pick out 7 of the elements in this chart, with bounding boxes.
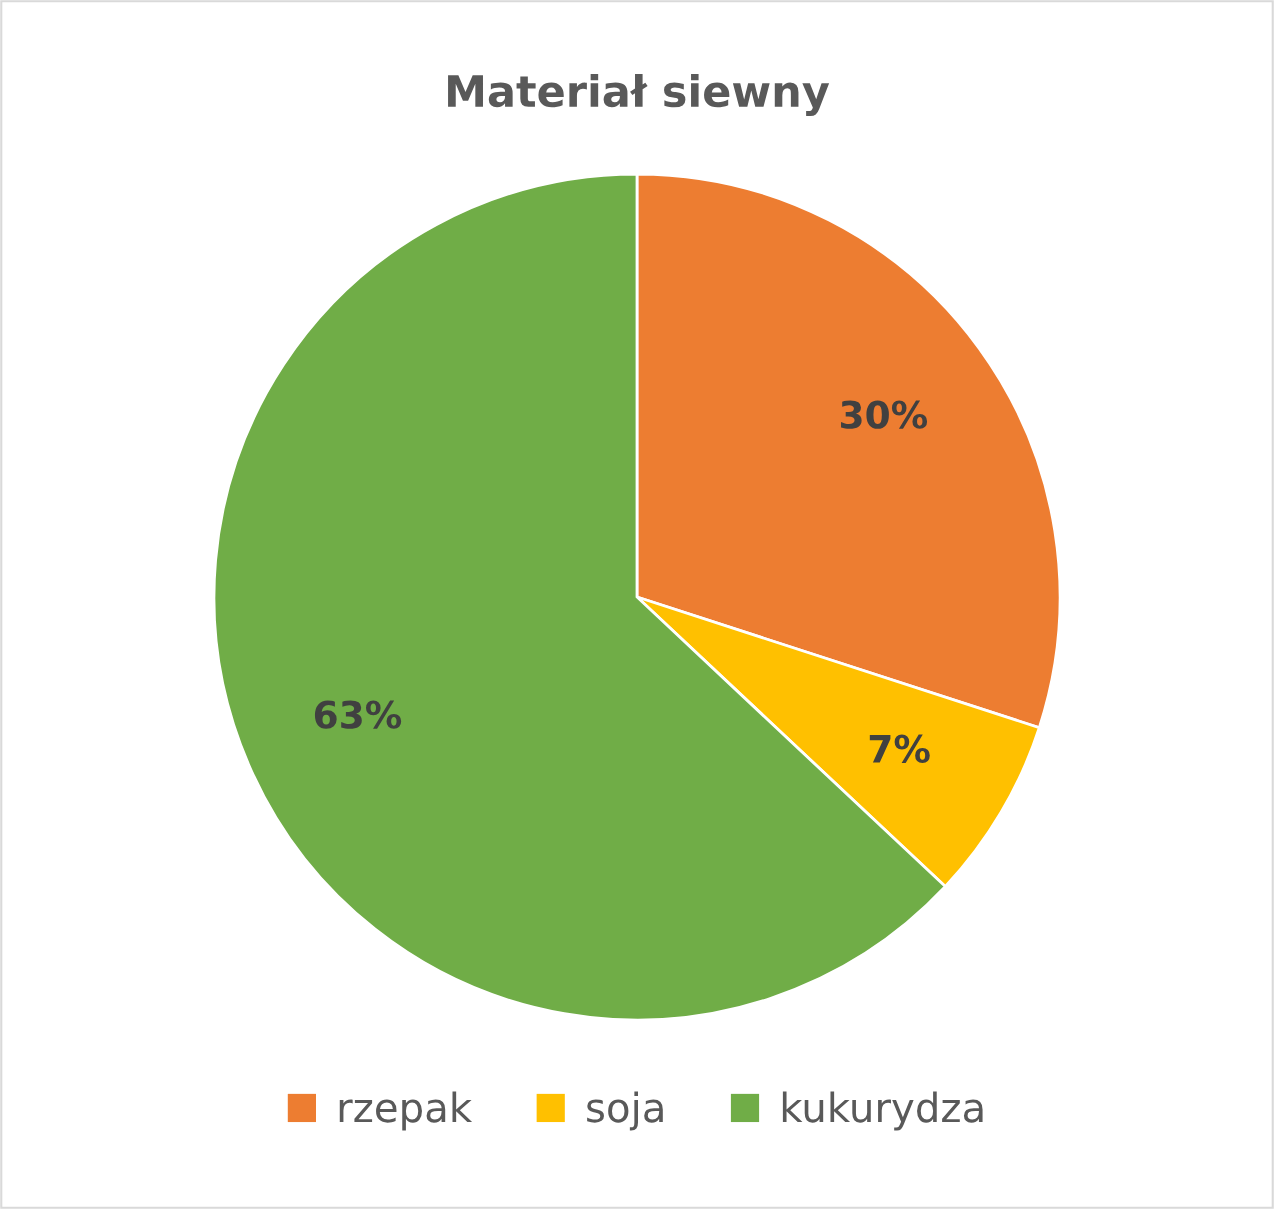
data-label: 7%: [869, 734, 930, 763]
legend-label: soja: [587, 1091, 663, 1131]
data-label: 30%: [841, 400, 928, 429]
chart-title: Materiał siewny: [448, 74, 830, 116]
data-label: 63%: [314, 700, 402, 729]
legend-label: kukurydza: [782, 1091, 983, 1131]
legend-label: rzepak: [339, 1091, 473, 1131]
